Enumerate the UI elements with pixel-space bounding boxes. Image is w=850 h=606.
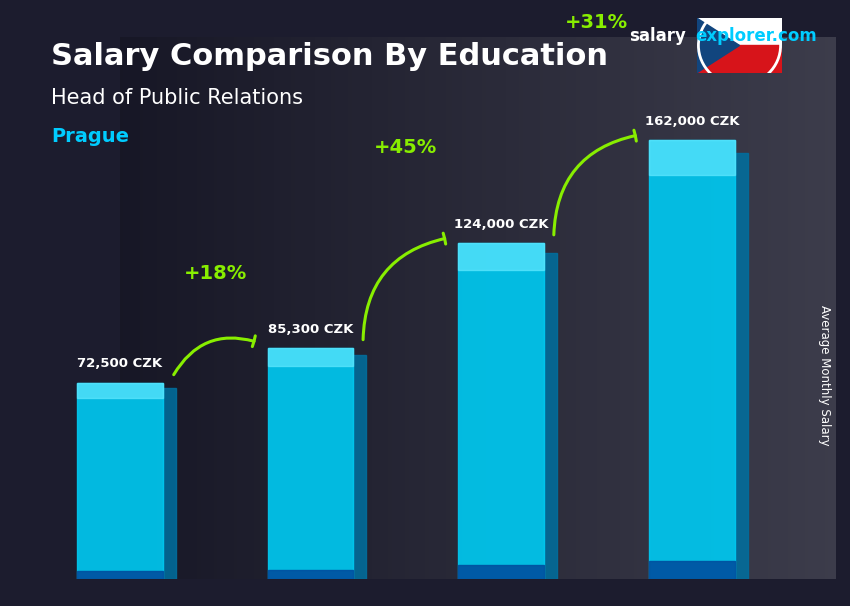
Text: Prague: Prague (51, 127, 129, 146)
Text: Average Monthly Salary: Average Monthly Salary (818, 305, 831, 446)
Bar (458, 243, 544, 270)
Text: +18%: +18% (184, 264, 246, 283)
Text: 162,000 CZK: 162,000 CZK (645, 115, 740, 128)
Bar (268, 348, 354, 579)
Bar (735, 153, 748, 579)
Text: Salary Comparison By Education: Salary Comparison By Education (51, 42, 608, 72)
Bar (458, 565, 544, 579)
Bar (649, 140, 735, 175)
Text: salary: salary (629, 27, 686, 45)
Bar (77, 382, 163, 398)
Bar (163, 388, 176, 579)
Text: Head of Public Relations: Head of Public Relations (51, 88, 303, 108)
Bar (649, 140, 735, 579)
Bar (354, 355, 366, 579)
Bar (697, 18, 782, 45)
Text: 124,000 CZK: 124,000 CZK (454, 218, 548, 231)
Bar (649, 561, 735, 579)
Text: +31%: +31% (565, 13, 628, 32)
Bar (544, 253, 557, 579)
Bar (268, 348, 354, 367)
Text: 72,500 CZK: 72,500 CZK (77, 358, 162, 370)
Bar (77, 571, 163, 579)
Bar (697, 45, 782, 73)
Text: +45%: +45% (374, 138, 438, 156)
Polygon shape (697, 18, 740, 73)
Bar (77, 382, 163, 579)
Bar (458, 243, 544, 579)
Text: 85,300 CZK: 85,300 CZK (268, 322, 354, 336)
Bar (268, 570, 354, 579)
Text: explorer.com: explorer.com (695, 27, 817, 45)
